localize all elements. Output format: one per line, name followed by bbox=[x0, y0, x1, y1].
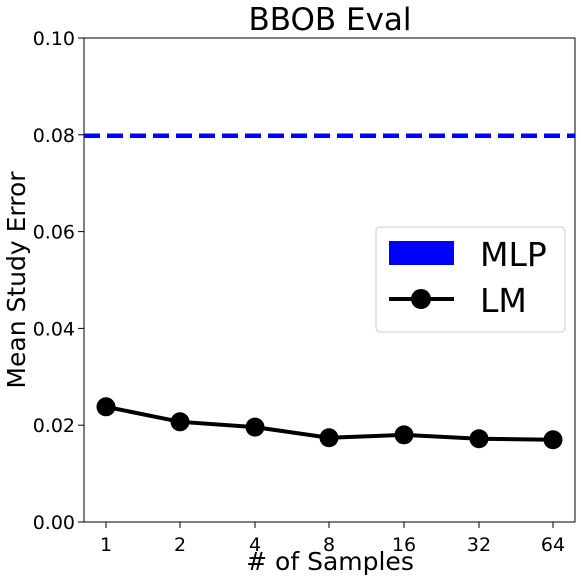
lm-point bbox=[245, 417, 265, 437]
y-tick-label: 0.02 bbox=[33, 415, 75, 437]
lm-point bbox=[394, 425, 414, 445]
y-tick-label: 0.08 bbox=[33, 125, 75, 147]
legend-label-lm: LM bbox=[480, 281, 527, 320]
lm-point bbox=[96, 397, 116, 417]
lm-point bbox=[319, 428, 339, 448]
legend-label-mlp: MLP bbox=[480, 235, 547, 274]
lm-point bbox=[469, 429, 489, 449]
y-tick-label: 0.10 bbox=[33, 28, 75, 50]
x-tick-label: 16 bbox=[392, 534, 416, 556]
x-tick-label: 8 bbox=[323, 534, 335, 556]
chart-title: BBOB Eval bbox=[248, 2, 411, 38]
y-tick-label: 0.06 bbox=[33, 222, 75, 244]
x-axis: 1 2 4 8 16 32 64 bbox=[100, 522, 565, 556]
y-axis: 0.00 0.02 0.04 0.06 0.08 0.10 bbox=[33, 28, 84, 534]
lm-point bbox=[543, 430, 563, 450]
legend-marker-lm bbox=[411, 289, 431, 309]
legend: MLP LM bbox=[375, 226, 566, 333]
x-tick-label: 32 bbox=[467, 534, 491, 556]
y-tick-label: 0.00 bbox=[33, 512, 75, 534]
lm-point bbox=[170, 412, 190, 432]
x-tick-label: 64 bbox=[541, 534, 565, 556]
x-axis-label: # of Samples bbox=[246, 547, 414, 576]
x-tick-label: 2 bbox=[174, 534, 186, 556]
lm-series bbox=[96, 397, 563, 450]
y-tick-label: 0.04 bbox=[33, 318, 75, 340]
x-tick-label: 4 bbox=[249, 534, 261, 556]
y-axis-label: Mean Study Error bbox=[2, 171, 31, 389]
legend-swatch-mlp bbox=[389, 241, 454, 265]
x-tick-label: 1 bbox=[100, 534, 112, 556]
